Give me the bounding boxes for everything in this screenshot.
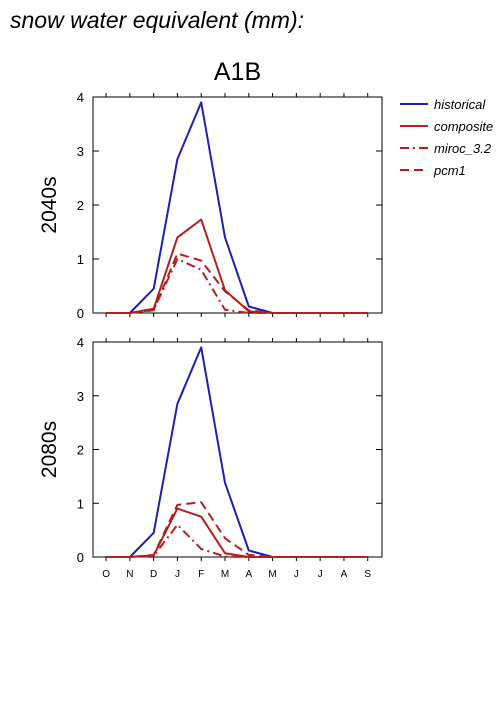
x-tick-label: O: [102, 569, 110, 580]
x-tick-label: J: [318, 569, 323, 580]
series-line-historical: [106, 101, 368, 314]
chart-panel-2: 2080s 0 1 2 3 4 O N D J F M A M J J A S: [38, 335, 383, 580]
plot-frame: [92, 341, 383, 558]
series-line-miroc-3-2: [106, 258, 368, 314]
y-axis-label: 2080s: [38, 421, 61, 478]
chart-panel-1: A1B 2040s 0 1 2 3 4: [38, 58, 383, 321]
series-line-composite: [106, 218, 368, 314]
legend-entry-label: historical: [434, 97, 486, 112]
plot-frame: [92, 96, 383, 314]
x-tick-label: S: [364, 569, 371, 580]
series-line-pcm1: [106, 252, 368, 314]
y-tick-label: 1: [77, 496, 84, 511]
panel-title: A1B: [214, 58, 261, 86]
series-line-historical: [106, 346, 368, 558]
y-tick-label: 4: [77, 90, 84, 105]
y-tick-label: 1: [77, 252, 84, 267]
legend-entry-label: pcm1: [433, 163, 466, 178]
x-tick-label: J: [294, 569, 299, 580]
y-tick-label: 0: [77, 306, 84, 321]
x-tick-label: A: [341, 569, 348, 580]
x-tick-label: D: [150, 569, 157, 580]
y-tick-label: 0: [77, 550, 84, 565]
x-tick-label: F: [198, 569, 204, 580]
x-tick-label: J: [175, 569, 180, 580]
y-axis-label: 2040s: [38, 176, 61, 233]
x-tick-label: A: [245, 569, 252, 580]
x-tick-label: M: [268, 569, 276, 580]
y-tick-label: 2: [77, 443, 84, 458]
legend-entry-label: miroc_3.2: [434, 141, 492, 156]
legend-entry-label: composite: [434, 119, 493, 134]
y-tick-label: 4: [77, 335, 84, 350]
y-tick-label: 3: [77, 389, 84, 404]
page-title: snow water equivalent (mm):: [10, 7, 304, 33]
series-line-pcm1: [106, 501, 368, 558]
legend: historical composite miroc_3.2 pcm1: [400, 97, 493, 178]
x-tick-label: N: [126, 569, 133, 580]
y-tick-label: 2: [77, 198, 84, 213]
x-tick-label: M: [221, 569, 229, 580]
y-tick-label: 3: [77, 144, 84, 159]
